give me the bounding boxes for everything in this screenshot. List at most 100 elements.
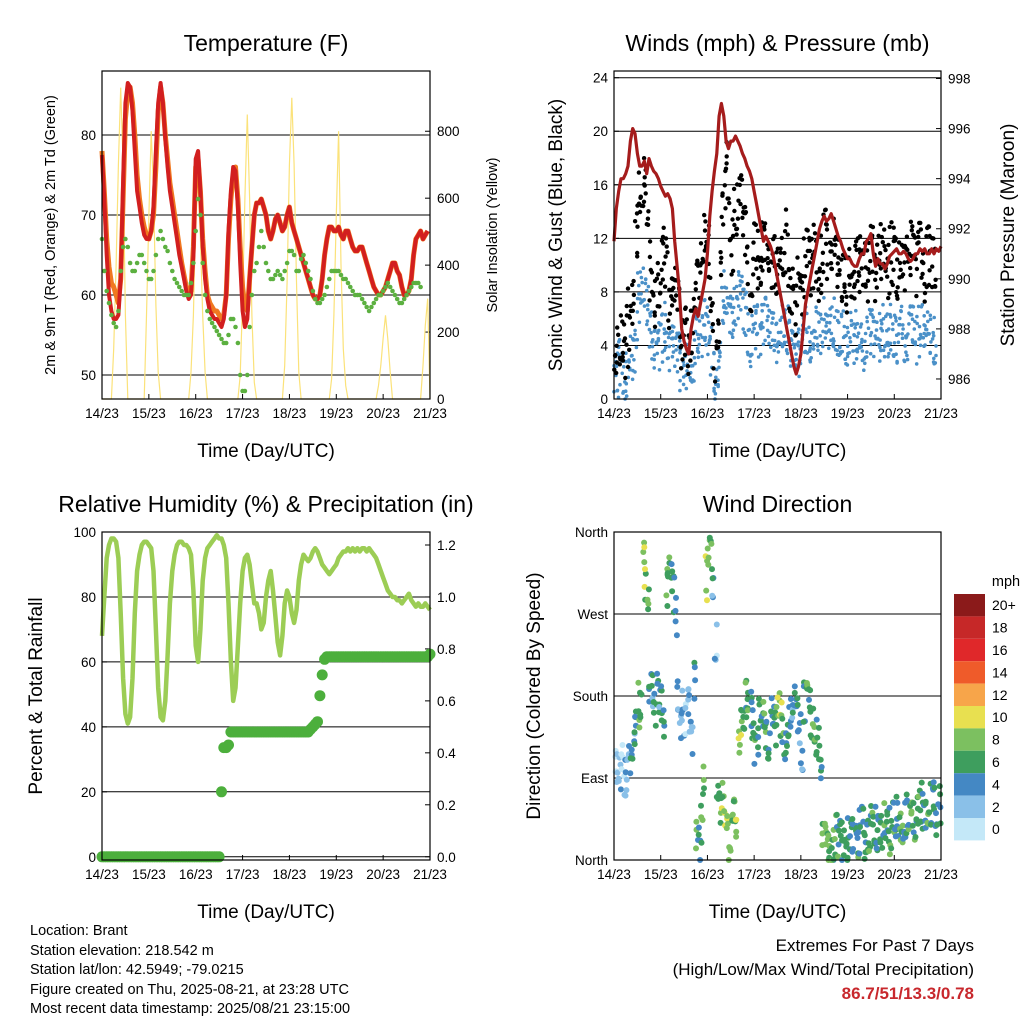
gust-point: [816, 298, 821, 304]
direction-point: [860, 805, 867, 812]
x-tick-label: 21/23: [413, 406, 447, 421]
gust-point: [782, 229, 788, 234]
direction-point: [698, 802, 704, 809]
wind-point: [717, 365, 721, 370]
direction-point: [730, 798, 737, 805]
gust-point: [620, 358, 626, 363]
wind-point: [675, 358, 680, 362]
dewpoint-point: [216, 332, 222, 338]
gust-point: [835, 284, 840, 290]
gust-point: [718, 272, 724, 278]
gust-point: [722, 183, 727, 188]
direction-point: [698, 839, 705, 846]
gust-point: [819, 282, 824, 287]
direction-point: [874, 827, 881, 834]
x-tick-label: 16/23: [179, 867, 213, 882]
gust-point: [732, 208, 737, 214]
direction-point: [782, 749, 789, 756]
wind-point: [647, 327, 652, 332]
direction-point: [833, 811, 840, 818]
y-right-tick-label: 1.0: [437, 590, 456, 605]
direction-point: [917, 818, 924, 825]
wind-point: [921, 336, 926, 340]
x-tick-label: 18/23: [784, 406, 818, 421]
wind-point: [878, 359, 882, 363]
wind-point: [730, 296, 735, 301]
gust-point: [930, 264, 935, 269]
wind-point: [741, 327, 745, 331]
wind-point: [704, 343, 708, 347]
gust-point: [719, 255, 724, 260]
direction-point: [636, 724, 643, 731]
wind-point: [695, 332, 700, 337]
direction-point: [705, 554, 712, 561]
wind-point: [649, 330, 653, 335]
wind-point: [784, 348, 789, 353]
wind-point: [752, 326, 756, 331]
gust-point: [790, 266, 795, 271]
wind-point: [847, 351, 852, 355]
gust-point: [916, 240, 921, 245]
direction-point: [708, 540, 715, 547]
wind-point: [898, 316, 902, 321]
x-tick-label: 16/23: [691, 867, 725, 882]
wind-point: [624, 394, 629, 398]
dewpoint-point: [387, 284, 393, 290]
wind-point: [818, 312, 823, 317]
dewpoint-point: [273, 272, 278, 278]
direction-point: [622, 769, 629, 776]
dewpoint-point: [209, 320, 215, 326]
wind-point: [845, 325, 850, 330]
gust-point: [758, 264, 764, 269]
colorbar-label: 0: [992, 821, 1000, 837]
x-tick-label: 20/23: [877, 406, 911, 421]
gust-point: [712, 379, 718, 384]
x-tick-label: 14/23: [85, 867, 119, 882]
dewpoint-point: [233, 324, 238, 330]
wind-point: [832, 339, 836, 343]
gust-point: [658, 281, 663, 286]
direction-point: [854, 835, 861, 841]
wind-point: [635, 337, 640, 342]
gust-point: [824, 276, 830, 282]
gust-point: [800, 287, 806, 293]
dewpoint-point: [256, 244, 262, 250]
colorbar-swatch: [954, 773, 985, 796]
wind-point: [918, 332, 923, 337]
wind-point: [617, 339, 621, 344]
direction-point: [672, 607, 679, 614]
wind-point: [912, 327, 917, 331]
y-tick-label: 8: [600, 285, 608, 300]
wind-point: [888, 348, 893, 352]
dewpoint-point: [252, 268, 257, 274]
direction-point: [835, 841, 842, 848]
chart-title: Wind Direction: [703, 491, 853, 517]
gust-point: [729, 253, 734, 258]
wind-point: [765, 318, 769, 323]
direction-point: [886, 851, 893, 858]
direction-point: [896, 814, 903, 821]
gust-point: [620, 350, 626, 356]
gust-point: [870, 224, 876, 230]
x-tick-label: 21/23: [413, 867, 447, 882]
dewpoint-point: [319, 296, 325, 302]
y-right-tick-label: 986: [948, 372, 971, 387]
dewpoint-point: [123, 236, 128, 242]
wind-point: [813, 329, 817, 334]
gust-point: [930, 236, 935, 241]
wind-point: [881, 302, 885, 307]
direction-point: [627, 755, 634, 762]
colorbar-swatch: [954, 706, 985, 729]
gust-point: [837, 268, 842, 273]
wind-point: [880, 321, 884, 326]
direction-point: [644, 596, 651, 603]
wind-point: [774, 360, 779, 365]
gust-point: [922, 299, 927, 304]
y-right-tick-label: 0.2: [437, 798, 456, 813]
direction-point: [750, 720, 757, 727]
direction-point: [704, 545, 711, 552]
gust-point: [839, 257, 844, 262]
wind-point: [831, 344, 836, 349]
wind-point: [788, 364, 793, 368]
gust-point: [774, 250, 779, 255]
